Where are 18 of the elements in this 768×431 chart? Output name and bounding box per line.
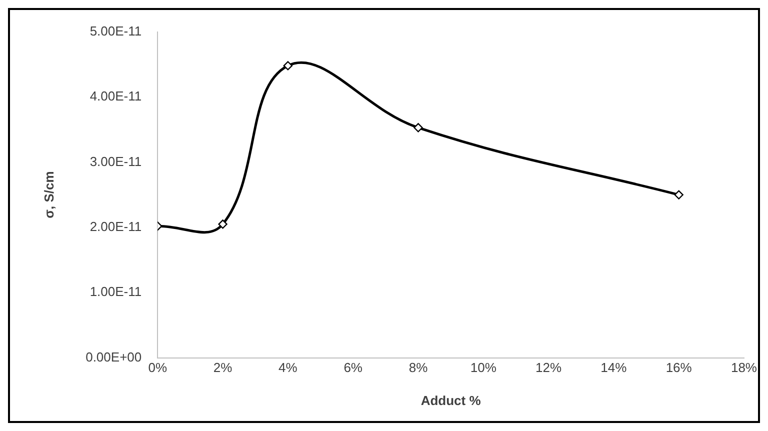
x-tick-label: 10% (470, 360, 497, 376)
y-tick-label: 0.00E+00 (86, 349, 142, 364)
y-tick-label: 5.00E-11 (90, 23, 142, 38)
y-tick-label: 2.00E-11 (90, 218, 142, 234)
x-tick-label: 0% (148, 360, 168, 376)
x-tick-label: 18% (730, 360, 758, 376)
x-tick-label: 8% (408, 360, 428, 376)
x-tick-label: 12% (536, 360, 562, 376)
x-axis-title: Adduct % (420, 392, 482, 408)
y-axis-title: σ, S/cm (41, 171, 56, 218)
x-tick-label: 14% (600, 360, 628, 376)
x-tick-label: 6% (344, 360, 363, 376)
y-tick-label: 4.00E-11 (90, 88, 142, 104)
x-tick-label: 16% (666, 360, 692, 376)
x-tick-label: 2% (213, 360, 233, 376)
y-tick-label: 3.00E-11 (90, 154, 142, 169)
x-tick-label: 4% (278, 360, 298, 376)
y-tick-label: 1.00E-11 (90, 284, 142, 300)
